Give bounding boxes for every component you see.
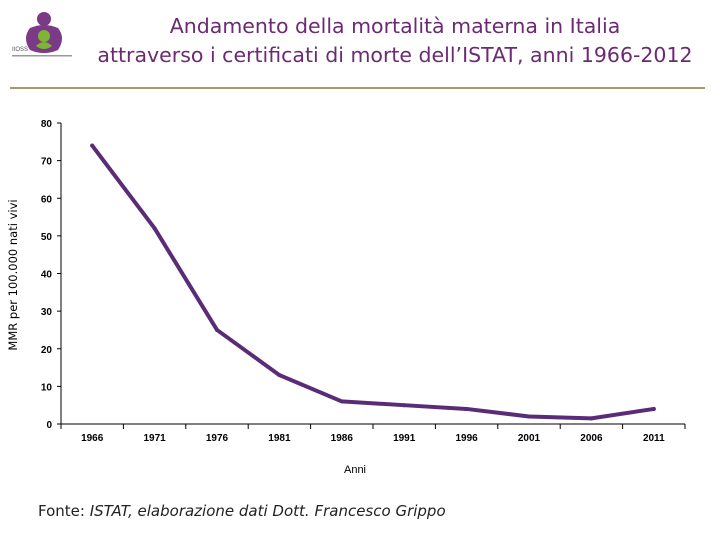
x-tick-label: 2001	[518, 433, 541, 444]
x-tick-label: 1986	[331, 433, 354, 444]
x-tick-label: 1971	[143, 433, 166, 444]
series-line-mmr	[90, 143, 656, 421]
x-tick-label: 2011	[643, 433, 665, 444]
x-tick-label: 2006	[580, 433, 603, 444]
data-point	[277, 373, 282, 378]
x-tick-label: 1976	[206, 433, 229, 444]
data-point	[402, 403, 407, 408]
itoss-logo: ItOSS	[12, 12, 72, 57]
x-axis-label: Anni	[344, 464, 366, 476]
source-note: Fonte: ISTAT, elaborazione dati Dott. Fr…	[38, 502, 446, 520]
data-point	[215, 327, 219, 332]
y-tick-label: 60	[41, 194, 53, 205]
data-point	[339, 399, 344, 404]
y-tick-label: 10	[41, 382, 53, 393]
y-tick-label: 80	[41, 119, 53, 130]
y-tick-label: 30	[41, 307, 53, 318]
mother-child-logo-icon	[26, 12, 62, 53]
title-divider	[10, 87, 705, 89]
x-tick-label: 1991	[393, 433, 416, 444]
data-point	[90, 143, 95, 148]
title-line-1: Andamento della mortalità materna in Ita…	[169, 14, 621, 38]
y-tick-label: 40	[41, 270, 53, 281]
x-tick-label: 1966	[81, 433, 104, 444]
title-line-2: attraverso i certificati di morte dell’I…	[97, 43, 693, 67]
chart-axes	[60, 123, 685, 425]
x-ticks: 1966 1971 1976 1981 1986 1991 1996 2001 2006 2011	[60, 424, 686, 444]
data-point	[152, 226, 157, 231]
logo-text: ItOSS	[12, 47, 28, 53]
y-tick-label: 0	[46, 420, 52, 431]
slide-title: Andamento della mortalità materna in Ita…	[80, 12, 710, 70]
data-point	[527, 414, 531, 419]
y-axis-label: MMR per 100.000 nati vivi	[6, 199, 20, 350]
source-label: Fonte:	[38, 502, 90, 520]
data-point	[464, 406, 469, 411]
source-text: ISTAT, elaborazione dati Dott. Francesco…	[89, 502, 446, 520]
y-tick-label: 70	[41, 157, 53, 168]
logo-subtitle-line	[12, 55, 72, 57]
y-tick-label: 50	[41, 232, 53, 243]
data-point	[589, 416, 594, 421]
x-tick-label: 1981	[268, 433, 291, 444]
chart-series	[90, 143, 656, 421]
y-ticks: 0 10 20 30 40 50 60 70 80	[41, 119, 61, 431]
x-tick-label: 1996	[455, 433, 478, 444]
y-tick-label: 20	[41, 345, 53, 356]
data-point	[651, 406, 656, 411]
